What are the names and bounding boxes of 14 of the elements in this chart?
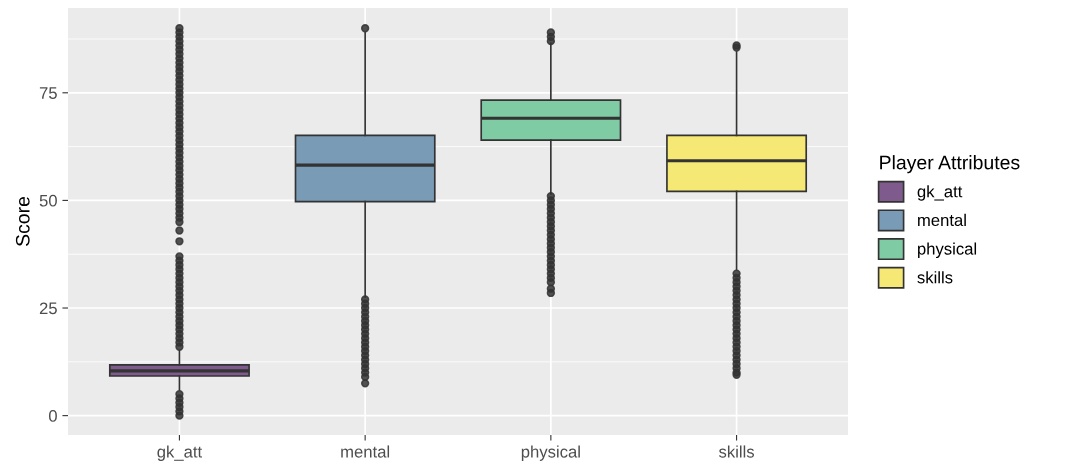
x-tick-label: gk_att: [157, 445, 203, 461]
y-tick-label: 50: [39, 194, 57, 207]
x-tick-label: mental: [341, 445, 390, 458]
legend-title: Player Attributes: [880, 155, 1020, 174]
y-tick-label: 25: [39, 302, 57, 315]
y-tick-label: 0: [48, 410, 57, 422]
legend-label: mental: [918, 213, 966, 227]
legend-label: skills: [917, 271, 953, 284]
x-tick-label: physical: [521, 445, 580, 461]
y-axis-title: Score: [15, 196, 30, 247]
legend-label: gk_att: [917, 185, 963, 201]
y-tick-label: 75: [39, 87, 57, 99]
legend-label: physical: [918, 242, 977, 259]
x-tick-label: skills: [718, 445, 755, 458]
